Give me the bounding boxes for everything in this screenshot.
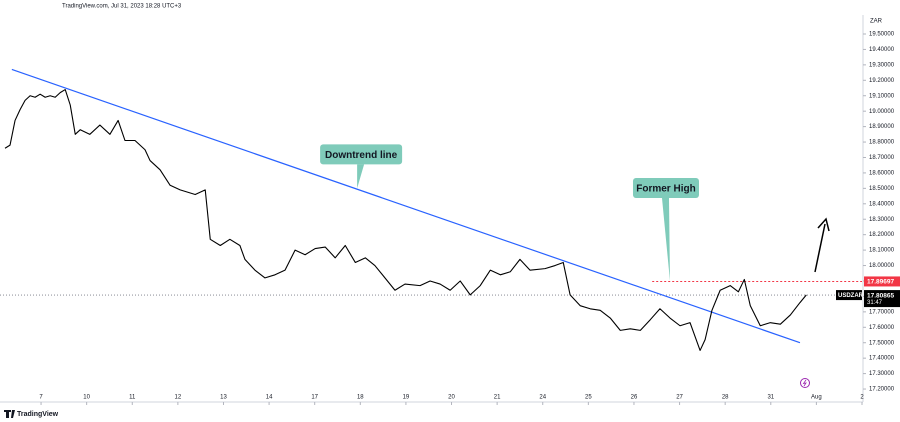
x-tick-label: 7 — [39, 395, 43, 401]
x-tick-label: 18 — [357, 395, 364, 401]
annotation-label: Former High — [636, 184, 695, 195]
y-tick-label: 18.70000 — [869, 155, 895, 161]
y-tick-label: 19.50000 — [869, 32, 895, 38]
y-tick-label: 18.50000 — [869, 186, 895, 192]
x-tick-label: 21 — [494, 395, 501, 401]
x-tick-label: 27 — [676, 395, 683, 401]
arrow-head — [817, 217, 830, 232]
y-tick-label: 17.40000 — [869, 356, 895, 362]
callout-pointer — [661, 197, 670, 281]
y-tick-label: 17.20000 — [869, 387, 895, 393]
x-tick-label: 26 — [631, 395, 638, 401]
logo — [4, 410, 15, 418]
x-tick-label: 31 — [767, 395, 774, 401]
x-tick-label: Aug — [811, 395, 822, 401]
y-tick-label: 18.80000 — [869, 140, 895, 146]
y-tick-label: 19.10000 — [869, 93, 895, 99]
annotation-label: Downtrend line — [325, 150, 398, 161]
x-tick-label: 13 — [220, 395, 227, 401]
x-tick-label: 24 — [539, 395, 546, 401]
y-tick-label: 17.70000 — [869, 309, 895, 315]
watermark: TradingView — [17, 411, 59, 418]
callout-box — [320, 144, 403, 165]
y-tick-label: 17.30000 — [869, 371, 895, 377]
y-tick-label: 19.00000 — [869, 109, 895, 115]
last-price-badge — [864, 290, 900, 308]
y-tick-label: 18.00000 — [869, 263, 895, 269]
y-tick-label: 17.50000 — [869, 340, 895, 346]
y-tick-label: 19.30000 — [869, 62, 895, 68]
y-tick-label: 18.90000 — [869, 124, 895, 130]
x-tick-label: 28 — [722, 395, 729, 401]
y-tick-label: 18.60000 — [869, 170, 895, 176]
source-label: TradingView.com, Jul 31, 2023 18:28 UTC+… — [62, 4, 182, 10]
symbol-label: USDZAR — [838, 293, 864, 299]
y-tick-label: 18.40000 — [869, 201, 895, 207]
trendline — [11, 68, 801, 344]
x-tick-label: 10 — [83, 395, 90, 401]
x-tick-label: 14 — [266, 395, 273, 401]
former-high-label: 17.89697 — [867, 279, 894, 286]
x-tick-label: 12 — [175, 395, 182, 401]
x-tick-label: 2 — [860, 395, 864, 401]
y-tick-label: 17.60000 — [869, 325, 895, 331]
callout-box — [632, 177, 699, 198]
x-tick-label: 20 — [448, 395, 455, 401]
x-tick-label: 19 — [403, 395, 410, 401]
x-tick-label: 17 — [311, 395, 318, 401]
y-tick-label: 18.20000 — [869, 232, 895, 238]
x-tick-label: 11 — [129, 395, 136, 401]
event-icon[interactable] — [800, 378, 810, 388]
x-tick-label: 25 — [585, 395, 592, 401]
y-tick-label: 18.10000 — [869, 248, 895, 254]
event-icon-bolt — [802, 379, 807, 387]
callout-pointer — [357, 164, 365, 189]
last-price-label: 17.80865 — [867, 292, 894, 299]
price-line — [4, 89, 807, 351]
countdown-label: 31:47 — [867, 300, 883, 306]
y-tick-label: 19.40000 — [869, 47, 895, 53]
y-tick-label: 19.20000 — [869, 78, 895, 84]
arrow-shaft — [814, 223, 826, 273]
y-tick-label: 18.30000 — [869, 217, 895, 223]
symbol-badge — [836, 290, 862, 301]
currency-label: ZAR — [870, 19, 883, 25]
former-high-badge — [864, 276, 900, 287]
